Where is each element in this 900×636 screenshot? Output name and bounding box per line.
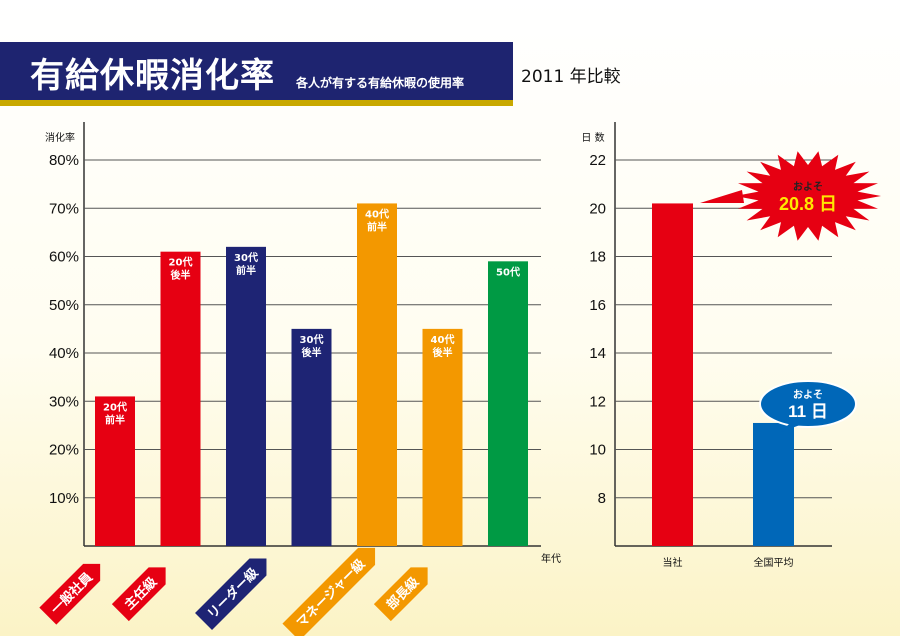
position-arrow: 部長級 — [373, 567, 428, 622]
title-banner — [0, 42, 513, 100]
left-y-tick-label: 20% — [49, 442, 79, 459]
left-x-axis-label: 年代 — [541, 552, 561, 565]
bar-age-label: 40代 — [365, 207, 389, 220]
bar-age-label: 30代 — [234, 251, 258, 264]
consumption-bar — [95, 396, 135, 546]
position-arrow-shape — [39, 563, 101, 625]
bar-age-sublabel: 後半 — [433, 346, 453, 359]
left-y-tick-label: 50% — [49, 297, 79, 314]
right-y-tick-label: 8 — [598, 490, 606, 507]
consumption-bar — [226, 246, 266, 546]
oval-label-value: 11 日 — [788, 402, 828, 421]
right-y-tick-label: 18 — [589, 249, 606, 266]
left-y-tick-label: 70% — [49, 200, 79, 217]
days-bar — [652, 203, 693, 547]
consumption-bar — [357, 203, 397, 547]
position-arrow: リーダー級 — [195, 558, 267, 630]
position-arrow: 主任級 — [111, 567, 166, 622]
position-arrow-shape — [195, 558, 267, 630]
position-arrow: 一般社員 — [39, 563, 101, 625]
right-y-tick-label: 22 — [589, 152, 606, 169]
bar-age-sublabel: 後半 — [302, 346, 322, 359]
bar-age-label: 50代 — [496, 265, 520, 278]
oval-label-top: およそ — [793, 389, 823, 401]
days-bar — [753, 422, 794, 546]
consumption-bar — [291, 328, 332, 546]
right-y-axis-label: 日 数 — [581, 131, 604, 144]
right-y-tick-label: 20 — [589, 200, 606, 217]
title-banner-stripe — [0, 100, 513, 106]
page-subtitle: 各人が有する有給休暇の使用率 — [296, 76, 465, 90]
oval-pointer — [781, 423, 800, 432]
right-y-tick-label: 14 — [589, 345, 606, 362]
right-y-tick-label: 12 — [589, 393, 606, 410]
bar-age-label: 20代 — [103, 400, 127, 413]
right-y-tick-label: 10 — [589, 442, 606, 459]
left-y-tick-label: 60% — [49, 249, 79, 266]
left-y-tick-label: 30% — [49, 393, 79, 410]
position-arrow-shape — [111, 567, 166, 622]
right-category-label: 全国平均 — [754, 556, 794, 569]
position-arrow-shape — [373, 567, 428, 622]
bar-age-sublabel: 後半 — [171, 269, 191, 282]
bar-age-sublabel: 前半 — [367, 220, 387, 233]
right-y-tick-label: 16 — [589, 297, 606, 314]
position-arrow-label: マネージャー級 — [293, 556, 368, 631]
bar-age-sublabel: 前半 — [236, 264, 256, 277]
position-arrow-shape — [282, 547, 376, 636]
starburst-label-top: およそ — [793, 181, 823, 193]
bar-age-sublabel: 前半 — [105, 413, 125, 426]
left-y-tick-label: 10% — [49, 490, 79, 507]
bar-age-label: 30代 — [300, 333, 324, 346]
position-arrow: マネージャー級 — [282, 547, 376, 636]
consumption-bar — [422, 328, 463, 546]
page-title: 有給休暇消化率 — [30, 56, 275, 96]
bar-age-label: 40代 — [431, 333, 455, 346]
left-y-tick-label: 80% — [49, 152, 79, 169]
position-arrow-label: リーダー級 — [204, 565, 261, 622]
right-category-label: 当社 — [663, 556, 683, 569]
consumption-bar — [160, 251, 201, 547]
oval-callout — [759, 380, 857, 428]
consumption-bar — [488, 261, 528, 546]
left-y-tick-label: 40% — [49, 345, 79, 362]
starburst-pointer — [700, 190, 744, 203]
left-y-axis-label: 消化率 — [45, 131, 75, 144]
comparison-year-label: 2011 年比較 — [521, 67, 621, 87]
starburst-callout — [735, 151, 881, 241]
bar-age-label: 20代 — [169, 256, 193, 269]
starburst-label-value: 20.8 日 — [779, 194, 837, 214]
